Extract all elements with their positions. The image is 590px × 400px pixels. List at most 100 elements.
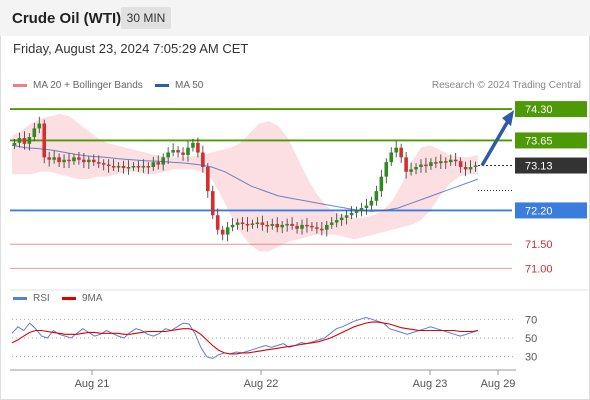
candle-body bbox=[171, 150, 175, 153]
candle-body bbox=[324, 224, 329, 230]
candle-body bbox=[320, 228, 324, 231]
forecast-arrow-head bbox=[502, 110, 514, 127]
candle-body bbox=[116, 166, 121, 168]
candle-body bbox=[434, 162, 438, 164]
chart-header bbox=[0, 0, 590, 36]
candle-body bbox=[206, 166, 210, 192]
9ma-swatch bbox=[62, 297, 76, 300]
level-label-73-65: 73.65 bbox=[525, 135, 553, 147]
level-label-74-30: 74.30 bbox=[525, 104, 553, 116]
candle-body bbox=[329, 222, 334, 225]
candle-body bbox=[240, 222, 245, 224]
candle-body bbox=[191, 142, 195, 148]
candle-body bbox=[235, 222, 240, 225]
bollinger-legend-label: MA 20 + Bollinger Bands bbox=[33, 80, 143, 91]
candle-body bbox=[374, 191, 379, 201]
candle-body bbox=[409, 169, 413, 172]
candle-body bbox=[305, 224, 309, 227]
timeframe-button[interactable]: 30 MIN bbox=[121, 7, 171, 29]
candle-body bbox=[364, 205, 369, 209]
candle-body bbox=[389, 152, 394, 163]
candle-body bbox=[146, 166, 151, 168]
candle-body bbox=[215, 215, 220, 230]
candle-body bbox=[32, 128, 37, 138]
legend-rsi: RSI bbox=[13, 293, 50, 304]
candle-body bbox=[280, 224, 284, 228]
candle-body bbox=[196, 142, 200, 153]
instrument-title: Crude Oil (WTI) bbox=[12, 10, 122, 27]
candle-body bbox=[439, 161, 443, 164]
candle-body bbox=[334, 220, 339, 223]
candle-body bbox=[255, 222, 260, 224]
level-label-72-20: 72.20 bbox=[525, 205, 553, 217]
candle-body bbox=[473, 165, 478, 168]
level-box-74-30 bbox=[515, 101, 587, 118]
candle-body bbox=[181, 152, 185, 155]
candle-body bbox=[62, 159, 66, 163]
candle-body bbox=[22, 138, 27, 144]
candle-body bbox=[91, 159, 96, 163]
level-label-73-13: 73.13 bbox=[525, 161, 553, 173]
ma50-legend-label: MA 50 bbox=[175, 80, 204, 91]
candle-body bbox=[42, 123, 47, 158]
candle-body bbox=[12, 142, 17, 146]
candle-body bbox=[310, 225, 314, 228]
credit-text: Research © 2024 Trading Central bbox=[431, 80, 581, 91]
rsi-series-9ma bbox=[11, 321, 479, 355]
level-box-73-65 bbox=[515, 132, 587, 149]
candle-body bbox=[87, 159, 91, 163]
candle-body bbox=[52, 157, 56, 160]
candle-body bbox=[17, 138, 22, 143]
candle-body bbox=[384, 162, 389, 177]
candle-body bbox=[72, 157, 76, 162]
candle-body bbox=[394, 147, 399, 153]
timestamp: Friday, August 23, 2024 7:05:29 AM CET bbox=[13, 41, 249, 56]
forecast-arrow-shaft bbox=[480, 120, 510, 167]
candle-body bbox=[349, 212, 354, 216]
candle-body bbox=[404, 157, 408, 172]
rsi-tick-label-70: 70 bbox=[525, 314, 537, 326]
rsi-series-rsi bbox=[11, 316, 479, 360]
level-label-71-00: 71.00 bbox=[525, 263, 553, 275]
candle-body bbox=[295, 225, 299, 229]
candle-body bbox=[126, 166, 131, 169]
candle-body bbox=[37, 123, 42, 129]
legend-ma50: MA 50 bbox=[155, 80, 203, 91]
ma50-swatch bbox=[155, 84, 169, 87]
candle-body bbox=[136, 166, 141, 168]
candle-body bbox=[379, 176, 384, 192]
level-box-72-20 bbox=[515, 202, 587, 219]
candle-body bbox=[47, 157, 51, 160]
candle-body bbox=[96, 162, 101, 164]
candle-body bbox=[419, 164, 423, 167]
candle-body bbox=[210, 191, 215, 216]
rsi-tick-label-50: 50 bbox=[525, 333, 537, 345]
candle-body bbox=[101, 163, 106, 165]
x-tick-label: Aug 29 bbox=[481, 378, 516, 390]
candle-body bbox=[429, 162, 433, 167]
candle-body bbox=[186, 147, 190, 155]
ma50-line bbox=[11, 144, 479, 212]
candle-body bbox=[315, 227, 319, 229]
candle-body bbox=[225, 227, 230, 235]
candle-body bbox=[230, 224, 235, 228]
candle-body bbox=[176, 150, 180, 153]
candle-body bbox=[359, 208, 364, 211]
candle-body bbox=[300, 224, 304, 229]
candle-body bbox=[270, 223, 275, 226]
candle-body bbox=[344, 215, 349, 218]
candle-body bbox=[151, 162, 156, 167]
candle-body bbox=[275, 223, 280, 228]
candle-body bbox=[250, 223, 255, 225]
candle-body bbox=[82, 159, 86, 163]
x-tick-label: Aug 23 bbox=[413, 378, 448, 390]
candle-body bbox=[424, 164, 428, 167]
candle-body bbox=[265, 224, 270, 227]
candle-body bbox=[77, 157, 81, 160]
legend-bollinger: MA 20 + Bollinger Bands bbox=[13, 80, 143, 91]
candle-body bbox=[67, 159, 71, 162]
candle-body bbox=[111, 166, 116, 168]
candle-body bbox=[414, 166, 418, 170]
candle-body bbox=[166, 152, 170, 158]
